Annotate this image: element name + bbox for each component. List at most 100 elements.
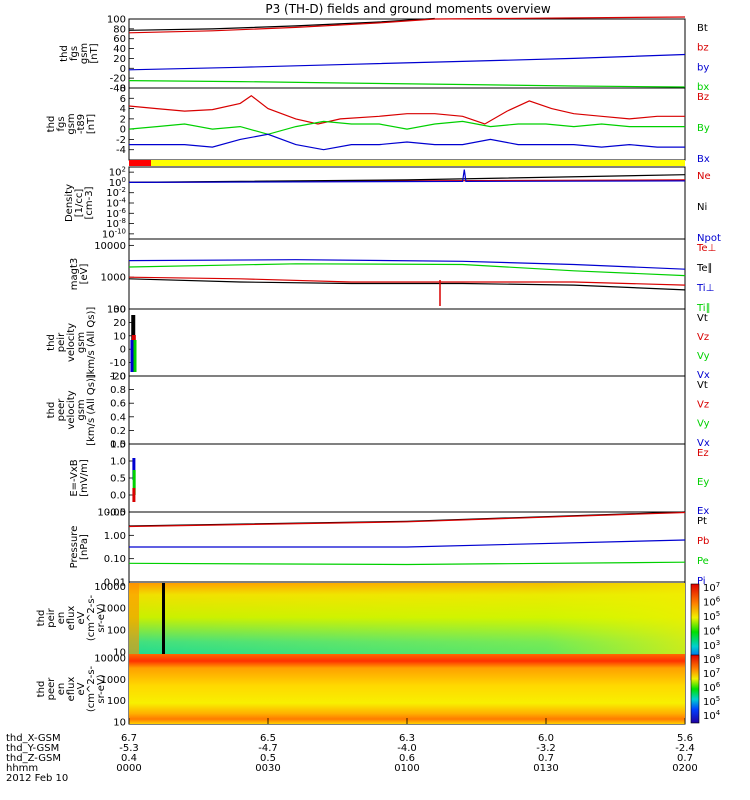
y-tick-label: 0 [120,64,126,75]
y-axis-label: [eV] [79,264,90,285]
y-tick-label: 80 [113,24,126,35]
series-Pi [129,540,685,547]
y-tick-label: 20 [113,54,126,65]
panel-efield: -0.5 0.0 0.5 1.0 1.5 E=-VxB [mV/m] Ez Ey Ex [69,440,709,519]
y-tick-label: 100 [107,626,126,637]
colorbar-label: 107 [703,667,720,680]
sparse-data-mark [132,488,135,502]
y-axis-label: [nT] [89,43,100,63]
series-Te∥ [129,279,685,290]
peer-colorbar [691,655,699,723]
y-tick-label: 8 [120,84,126,95]
legend-Ez: Ez [697,448,709,459]
y-tick-label: 1000 [101,273,126,284]
y-axis-label: sr-eV) [96,603,107,632]
legend-Vt: Vt [697,380,708,391]
y-tick-label: -2 [116,135,126,146]
legend-Vz: Vz [697,399,709,410]
legend-Ni: Ni [697,202,707,213]
y-tick-label: 0.0 [110,491,126,502]
legend-Vy: Vy [697,419,710,430]
legend-Ne: Ne [697,171,711,182]
legend-By: By [697,123,710,134]
plot-frame [129,167,685,239]
y-tick-label: 40 [113,44,126,55]
y-tick-label: -4 [116,145,126,156]
legend-bz: bz [697,43,709,54]
x-row-value: 0100 [394,763,419,774]
colorbar-label: 104 [703,709,721,722]
series-by [129,55,685,70]
figure-title: P3 (TH-D) fields and ground moments over… [265,2,550,16]
y-tick-label: 0.10 [104,554,126,565]
x-row-value: 0030 [255,763,280,774]
legend-Ti⊥: Ti⊥ [696,283,714,294]
colorbar-label: 108 [703,653,720,666]
x-row-value: 0000 [116,763,141,774]
y-tick-label: -10 [110,358,126,369]
y-tick-label: 30 [113,305,126,316]
series-bx [129,81,685,87]
plot-frame [129,444,685,512]
series-Pe [129,562,685,564]
legend-Pb: Pb [697,536,709,547]
y-tick-label: 0.8 [110,385,126,396]
colorbar-label: 104 [703,625,721,638]
legend-Vy: Vy [697,351,710,362]
y-tick-label: 10 [113,331,126,342]
plot-frame [129,309,685,376]
legend-Te⊥: Te⊥ [696,243,716,254]
sparse-data-mark [130,340,133,372]
y-tick-label: 6 [120,94,126,105]
y-tick-label: 4 [120,104,126,115]
y-tick-label: 1.0 [110,457,126,468]
quality-bar [129,160,685,166]
panel-density: 10-1010-810-610-410-2100102Density [1/cc]… [64,166,721,244]
legend-Bz: Bz [697,92,709,103]
y-tick-label: 10.00 [97,508,126,519]
y-tick-label: 1.00 [104,531,126,542]
panel-fgs-detrended: -4-202468 thd fgs gsm -t89 [nT] Bz By Bx [46,84,710,166]
legend-Pt: Pt [697,516,707,527]
y-axis-label: [km/s (All Qs)] [86,307,97,379]
legend-Vz: Vz [697,332,709,343]
panel-pressure: 0.010.101.0010.00Pressure [nPa]PtPbPePi [69,508,709,589]
plot-frame [129,239,685,309]
panel-peer-velocity: 0.00.20.40.60.81.0thd peer velocity gsm [km/… [46,372,710,451]
series-By [129,121,685,134]
legend-Bx: Bx [697,154,710,165]
colorbar-label: 106 [703,681,721,694]
y-tick-label: 60 [113,34,126,45]
y-axis-label: [nPa] [79,534,90,560]
y-tick-label: 10000 [94,582,126,593]
legend-Pe: Pe [697,556,709,567]
colorbar-label: 106 [703,596,721,609]
date-label: 2012 Feb 10 [6,773,68,784]
x-row-value: 0130 [533,763,558,774]
series-Bz [129,96,685,124]
legend-Ey: Ey [697,477,709,488]
panel-temperature: 100 1000 10000 magt3 [eV] Te⊥ Te∥ Ti⊥ Ti∥ [69,239,716,316]
y-tick-label: 100 [107,15,126,26]
y-tick-label: 0 [120,345,126,356]
y-axis-label: [km/s (All Qs)] [86,374,97,446]
legend-Bt: Bt [697,23,708,34]
colorbar-label: 105 [703,695,720,708]
y-tick-label: 10000 [94,654,126,665]
y-tick-label: 20 [113,318,126,329]
y-tick-label: 10000 [94,241,126,252]
series-Bx [129,134,685,149]
y-tick-label: 1.5 [110,440,126,451]
colorbar-label: 103 [703,639,720,652]
legend-Te∥: Te∥ [696,263,713,274]
colorbar-label: 105 [703,610,720,623]
y-tick-label: 0.2 [110,426,126,437]
colorbar-label: 107 [703,581,720,594]
y-tick-label: 1.0 [110,372,126,383]
sparse-data-mark [133,340,136,372]
quality-bar-flag [129,160,151,166]
y-tick-label: 0.4 [110,412,126,423]
y-axis-label: [cm-3] [84,186,95,219]
peer-spectrogram-image [129,654,685,724]
